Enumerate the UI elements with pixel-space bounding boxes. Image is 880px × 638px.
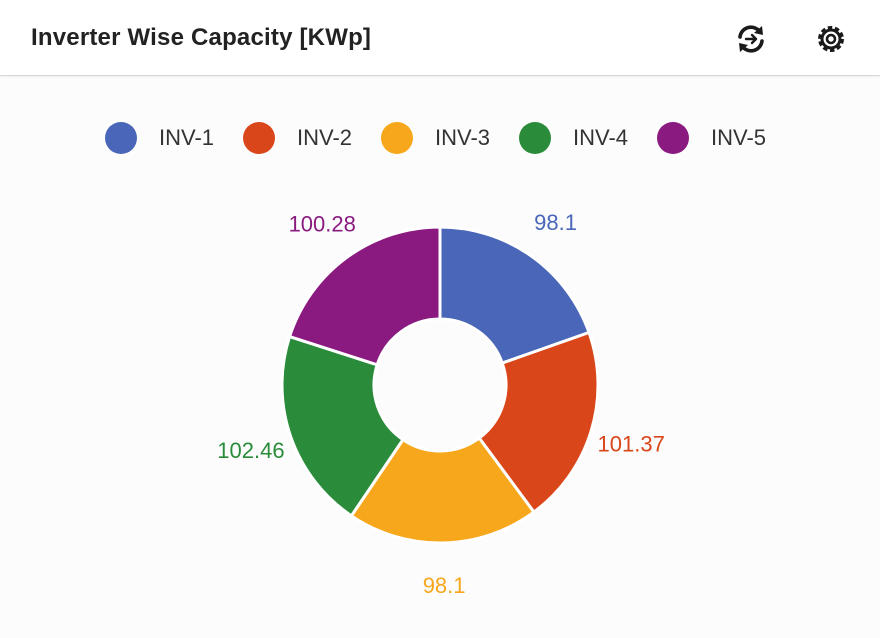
legend-label: INV-4 [573, 125, 629, 150]
legend-swatch-inv-3 [381, 122, 413, 154]
refresh-icon[interactable] [731, 19, 771, 59]
legend-swatch-inv-4 [519, 122, 551, 154]
legend-swatch-inv-1 [105, 122, 137, 154]
donut-slice-inv-1[interactable] [438, 225, 591, 365]
legend-swatch-inv-5 [657, 122, 689, 154]
data-label-inv-2: 101.37 [598, 432, 665, 457]
legend-item-inv-1[interactable]: INV-1 [105, 118, 214, 158]
chart-legend: INV-1 INV-2 INV-3 INV-4 INV-5 [0, 118, 880, 158]
legend-item-inv-5[interactable]: INV-5 [657, 118, 766, 158]
legend-item-inv-4[interactable]: INV-4 [519, 118, 628, 158]
legend-label: INV-3 [435, 125, 491, 150]
legend-swatch-inv-2 [243, 122, 275, 154]
settings-icon[interactable] [811, 19, 851, 59]
donut-slice-inv-4[interactable] [280, 334, 406, 518]
legend-item-inv-3[interactable]: INV-3 [381, 118, 490, 158]
data-label-inv-5: 100.28 [289, 211, 356, 236]
chart-area: 98.1 101.37 98.1 102.46 100.28 [0, 170, 880, 630]
donut-slice-inv-5[interactable] [287, 225, 442, 367]
legend-label: INV-5 [711, 125, 767, 150]
donut-slice-inv-3[interactable] [349, 435, 537, 545]
card-header: Inverter Wise Capacity [KWp] [0, 0, 880, 76]
donut-slice-inv-2[interactable] [477, 330, 600, 515]
legend-label: INV-1 [159, 125, 215, 150]
legend-item-inv-2[interactable]: INV-2 [243, 118, 352, 158]
data-label-inv-3: 98.1 [423, 573, 466, 598]
data-label-inv-4: 102.46 [217, 438, 284, 463]
card-title: Inverter Wise Capacity [KWp] [31, 24, 372, 51]
legend-label: INV-2 [297, 125, 353, 150]
data-label-inv-1: 98.1 [534, 210, 577, 235]
donut-chart: 98.1 101.37 98.1 102.46 100.28 [217, 210, 665, 598]
